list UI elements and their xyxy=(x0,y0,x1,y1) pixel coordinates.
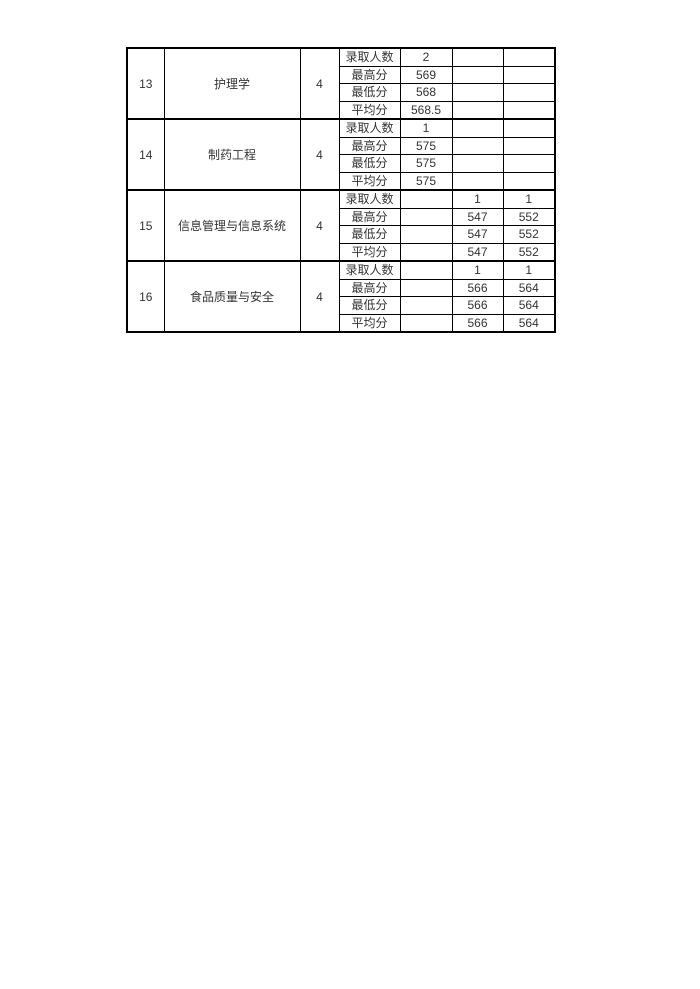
metric-label-cell: 最高分 xyxy=(338,65,401,84)
score-value-cell: 568.5 xyxy=(399,100,453,120)
score-value-cell: 1 xyxy=(502,189,556,209)
metric-label-cell: 录取人数 xyxy=(338,260,401,280)
metric-label-cell: 最低分 xyxy=(338,296,401,315)
score-value-cell: 547 xyxy=(451,242,504,262)
row-number-cell: 13 xyxy=(126,47,165,120)
score-value-cell xyxy=(399,296,453,315)
table-row: 最高分 547 552 xyxy=(127,207,556,226)
table-row: 平均分 566 564 xyxy=(127,313,556,333)
metric-label-cell: 最低分 xyxy=(338,225,401,244)
score-value-cell: 1 xyxy=(502,260,556,280)
score-value-cell: 566 xyxy=(451,296,504,315)
score-value-cell xyxy=(502,118,556,138)
metric-label-cell: 平均分 xyxy=(338,313,401,333)
metric-label-cell: 平均分 xyxy=(338,171,401,191)
score-value-cell: 564 xyxy=(502,278,556,297)
score-value-cell xyxy=(399,225,453,244)
score-value-cell: 564 xyxy=(502,296,556,315)
years-cell: 4 xyxy=(299,47,340,120)
metric-label-cell: 最高分 xyxy=(338,278,401,297)
metric-label-cell: 最低分 xyxy=(338,154,401,173)
score-value-cell xyxy=(451,83,504,102)
metric-label-cell: 最高分 xyxy=(338,207,401,226)
score-value-cell: 552 xyxy=(502,225,556,244)
score-value-cell xyxy=(399,242,453,262)
row-number-cell: 16 xyxy=(126,260,165,333)
score-value-cell xyxy=(451,154,504,173)
score-value-cell xyxy=(451,118,504,138)
table-row: 15 信息管理与信息系统 4 录取人数 1 1 xyxy=(126,189,556,262)
score-value-cell xyxy=(451,136,504,155)
score-value-cell xyxy=(502,154,556,173)
score-value-cell xyxy=(502,83,556,102)
score-value-cell: 566 xyxy=(451,278,504,297)
score-value-cell: 552 xyxy=(502,207,556,226)
score-value-cell xyxy=(399,313,453,333)
score-value-cell: 566 xyxy=(451,313,504,333)
metric-label-cell: 录取人数 xyxy=(338,189,401,209)
metric-label-cell: 录取人数 xyxy=(338,47,401,67)
score-value-cell xyxy=(451,65,504,84)
score-value-cell xyxy=(502,65,556,84)
major-name-cell: 食品质量与安全 xyxy=(163,260,301,333)
metric-label-cell: 最高分 xyxy=(338,136,401,155)
admission-score-table: 13 护理学 4 录取人数 2 最高分 569 最低分 568 平均分 568.5 14 制药工程 4 录取… xyxy=(126,47,556,333)
metric-label-cell: 平均分 xyxy=(338,242,401,262)
score-value-cell xyxy=(399,278,453,297)
major-name-cell: 制药工程 xyxy=(163,118,301,191)
table-row: 最低分 566 564 xyxy=(127,296,556,315)
metric-label-cell: 录取人数 xyxy=(338,118,401,138)
metric-label-cell: 平均分 xyxy=(338,100,401,120)
score-value-cell xyxy=(502,47,556,67)
table-row: 16 食品质量与安全 4 录取人数 1 1 xyxy=(126,260,556,333)
score-value-cell xyxy=(451,47,504,67)
major-name-cell: 护理学 xyxy=(163,47,301,120)
score-value-cell xyxy=(399,207,453,226)
metric-label-cell: 最低分 xyxy=(338,83,401,102)
row-number-cell: 15 xyxy=(126,189,165,262)
score-value-cell: 547 xyxy=(451,207,504,226)
table-row: 13 护理学 4 录取人数 2 xyxy=(126,47,556,120)
score-value-cell: 1 xyxy=(399,118,453,138)
table-row: 最低分 547 552 xyxy=(127,225,556,244)
score-value-cell xyxy=(502,171,556,191)
table-row: 14 制药工程 4 录取人数 1 xyxy=(126,118,556,191)
table-row: 平均分 575 xyxy=(127,171,556,191)
score-value-cell xyxy=(399,189,453,209)
score-value-cell: 575 xyxy=(399,154,453,173)
years-cell: 4 xyxy=(299,118,340,191)
years-cell: 4 xyxy=(299,189,340,262)
years-cell: 4 xyxy=(299,260,340,333)
score-value-cell: 547 xyxy=(451,225,504,244)
score-value-cell: 564 xyxy=(502,313,556,333)
score-value-cell xyxy=(502,100,556,120)
score-value-cell xyxy=(451,171,504,191)
row-number-cell: 14 xyxy=(126,118,165,191)
table-row: 最低分 568 xyxy=(127,83,556,102)
score-value-cell: 1 xyxy=(451,189,504,209)
score-value-cell: 2 xyxy=(399,47,453,67)
score-value-cell: 575 xyxy=(399,136,453,155)
score-value-cell xyxy=(502,136,556,155)
score-value-cell: 1 xyxy=(451,260,504,280)
score-value-cell: 575 xyxy=(399,171,453,191)
table-body: 13 护理学 4 录取人数 2 最高分 569 最低分 568 平均分 568.5 14 制药工程 4 录取… xyxy=(126,47,556,333)
major-name-cell: 信息管理与信息系统 xyxy=(163,189,301,262)
score-value-cell xyxy=(451,100,504,120)
score-value-cell: 569 xyxy=(399,65,453,84)
score-value-cell: 568 xyxy=(399,83,453,102)
score-value-cell xyxy=(399,260,453,280)
score-value-cell: 552 xyxy=(502,242,556,262)
